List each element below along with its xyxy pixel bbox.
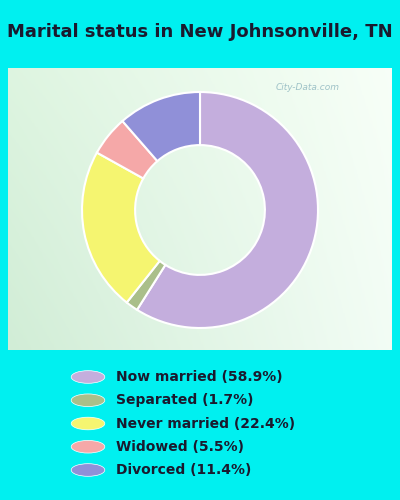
Wedge shape [82, 152, 160, 302]
Text: Separated (1.7%): Separated (1.7%) [116, 393, 254, 407]
Circle shape [71, 440, 105, 453]
Wedge shape [122, 92, 200, 161]
Text: City-Data.com: City-Data.com [276, 83, 340, 92]
Circle shape [71, 394, 105, 406]
Circle shape [71, 464, 105, 476]
Wedge shape [97, 121, 157, 178]
Wedge shape [137, 92, 318, 328]
Circle shape [71, 417, 105, 430]
Text: Now married (58.9%): Now married (58.9%) [116, 370, 283, 384]
Text: Never married (22.4%): Never married (22.4%) [116, 416, 295, 430]
Text: Divorced (11.4%): Divorced (11.4%) [116, 463, 251, 477]
Text: Widowed (5.5%): Widowed (5.5%) [116, 440, 244, 454]
Wedge shape [127, 261, 165, 310]
Circle shape [71, 370, 105, 384]
Text: Marital status in New Johnsonville, TN: Marital status in New Johnsonville, TN [7, 24, 393, 42]
